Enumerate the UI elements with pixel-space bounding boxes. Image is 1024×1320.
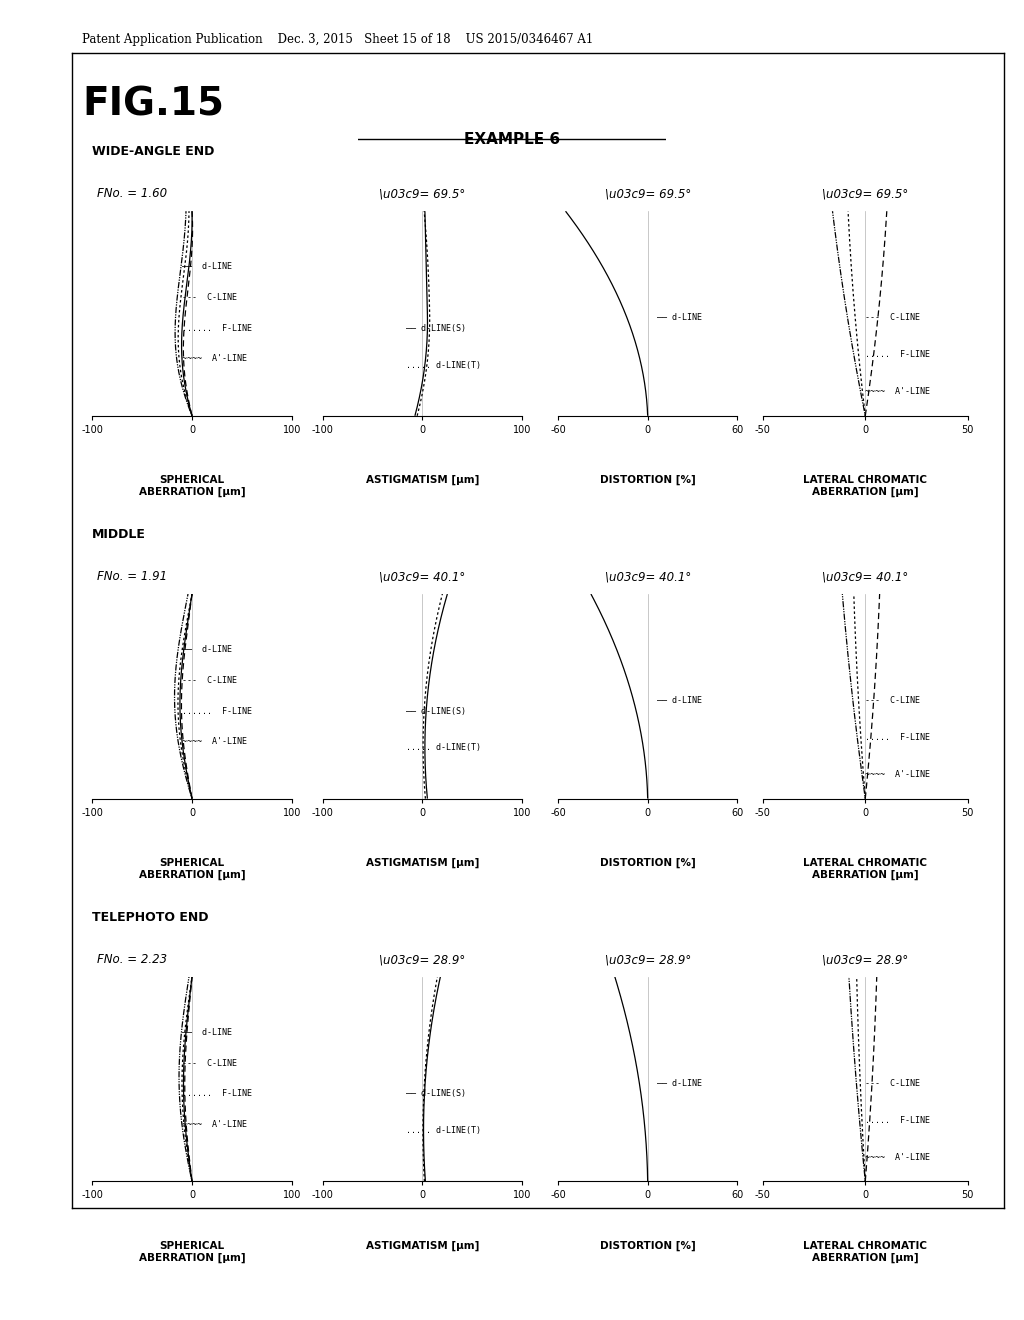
Text: —— d-LINE(S): —— d-LINE(S) [407, 706, 466, 715]
Text: DISTORTION [%]: DISTORTION [%] [600, 1241, 695, 1251]
Text: FNo. = 1.91: FNo. = 1.91 [97, 570, 167, 583]
Text: ~~~~  A'-LINE: ~~~~ A'-LINE [182, 737, 247, 746]
Text: EXAMPLE 6: EXAMPLE 6 [464, 132, 560, 147]
Text: \u03c9= 40.1°: \u03c9= 40.1° [379, 570, 466, 583]
Text: ~~~~  A'-LINE: ~~~~ A'-LINE [182, 1119, 247, 1129]
Text: ~~~~  A'-LINE: ~~~~ A'-LINE [865, 387, 930, 396]
Text: ~~~~  A'-LINE: ~~~~ A'-LINE [865, 770, 930, 779]
Text: ASTIGMATISM [μm]: ASTIGMATISM [μm] [366, 475, 479, 486]
Text: \u03c9= 40.1°: \u03c9= 40.1° [604, 570, 691, 583]
Text: SPHERICAL
ABERRATION [μm]: SPHERICAL ABERRATION [μm] [138, 858, 246, 880]
Text: ——  d-LINE: —— d-LINE [182, 263, 232, 272]
Text: \u03c9= 69.5°: \u03c9= 69.5° [379, 187, 466, 201]
Text: LATERAL CHROMATIC
ABERRATION [μm]: LATERAL CHROMATIC ABERRATION [μm] [803, 475, 928, 498]
Text: ---  C-LINE: --- C-LINE [865, 314, 921, 322]
Text: \u03c9= 40.1°: \u03c9= 40.1° [822, 570, 908, 583]
Text: ......  F-LINE: ...... F-LINE [182, 706, 252, 715]
Text: \u03c9= 28.9°: \u03c9= 28.9° [822, 953, 908, 966]
Text: ---  C-LINE: --- C-LINE [182, 676, 237, 685]
Text: ......  F-LINE: ...... F-LINE [182, 1089, 252, 1098]
Text: ~~~~  A'-LINE: ~~~~ A'-LINE [182, 355, 247, 363]
Text: —— d-LINE: —— d-LINE [656, 314, 701, 322]
Text: Patent Application Publication    Dec. 3, 2015   Sheet 15 of 18    US 2015/03464: Patent Application Publication Dec. 3, 2… [82, 33, 593, 46]
Text: ..... d-LINE(T): ..... d-LINE(T) [407, 360, 481, 370]
Text: ——  d-LINE: —— d-LINE [182, 1028, 232, 1038]
Text: DISTORTION [%]: DISTORTION [%] [600, 475, 695, 486]
Text: —— d-LINE: —— d-LINE [656, 1080, 701, 1088]
Text: ..... d-LINE(T): ..... d-LINE(T) [407, 1126, 481, 1135]
Text: \u03c9= 28.9°: \u03c9= 28.9° [379, 953, 466, 966]
Text: SPHERICAL
ABERRATION [μm]: SPHERICAL ABERRATION [μm] [138, 1241, 246, 1263]
Text: FNo. = 2.23: FNo. = 2.23 [97, 953, 167, 966]
Text: SPHERICAL
ABERRATION [μm]: SPHERICAL ABERRATION [μm] [138, 475, 246, 498]
Text: ASTIGMATISM [μm]: ASTIGMATISM [μm] [366, 1241, 479, 1251]
Text: ——  d-LINE: —— d-LINE [182, 645, 232, 655]
Text: —— d-LINE(S): —— d-LINE(S) [407, 1089, 466, 1098]
Text: LATERAL CHROMATIC
ABERRATION [μm]: LATERAL CHROMATIC ABERRATION [μm] [803, 1241, 928, 1263]
Text: ......  F-LINE: ...... F-LINE [182, 323, 252, 333]
Text: .....  F-LINE: ..... F-LINE [865, 733, 930, 742]
Text: FNo. = 1.60: FNo. = 1.60 [97, 187, 167, 201]
Text: \u03c9= 28.9°: \u03c9= 28.9° [604, 953, 691, 966]
Text: LATERAL CHROMATIC
ABERRATION [μm]: LATERAL CHROMATIC ABERRATION [μm] [803, 858, 928, 880]
Text: .....  F-LINE: ..... F-LINE [865, 350, 930, 359]
Text: \u03c9= 69.5°: \u03c9= 69.5° [822, 187, 908, 201]
Text: FIG.15: FIG.15 [82, 86, 224, 124]
Text: ~~~~  A'-LINE: ~~~~ A'-LINE [865, 1152, 930, 1162]
Text: \u03c9= 69.5°: \u03c9= 69.5° [604, 187, 691, 201]
Text: .....  F-LINE: ..... F-LINE [865, 1115, 930, 1125]
Text: ---  C-LINE: --- C-LINE [865, 697, 921, 705]
Text: DISTORTION [%]: DISTORTION [%] [600, 858, 695, 869]
Text: WIDE-ANGLE END: WIDE-ANGLE END [92, 145, 215, 158]
Text: ---  C-LINE: --- C-LINE [865, 1080, 921, 1088]
Text: —— d-LINE(S): —— d-LINE(S) [407, 323, 466, 333]
Text: TELEPHOTO END: TELEPHOTO END [92, 911, 209, 924]
Text: ..... d-LINE(T): ..... d-LINE(T) [407, 743, 481, 752]
Text: ASTIGMATISM [μm]: ASTIGMATISM [μm] [366, 858, 479, 869]
Text: ---  C-LINE: --- C-LINE [182, 293, 237, 302]
Text: ---  C-LINE: --- C-LINE [182, 1059, 237, 1068]
Text: MIDDLE: MIDDLE [92, 528, 146, 541]
Text: —— d-LINE: —— d-LINE [656, 697, 701, 705]
